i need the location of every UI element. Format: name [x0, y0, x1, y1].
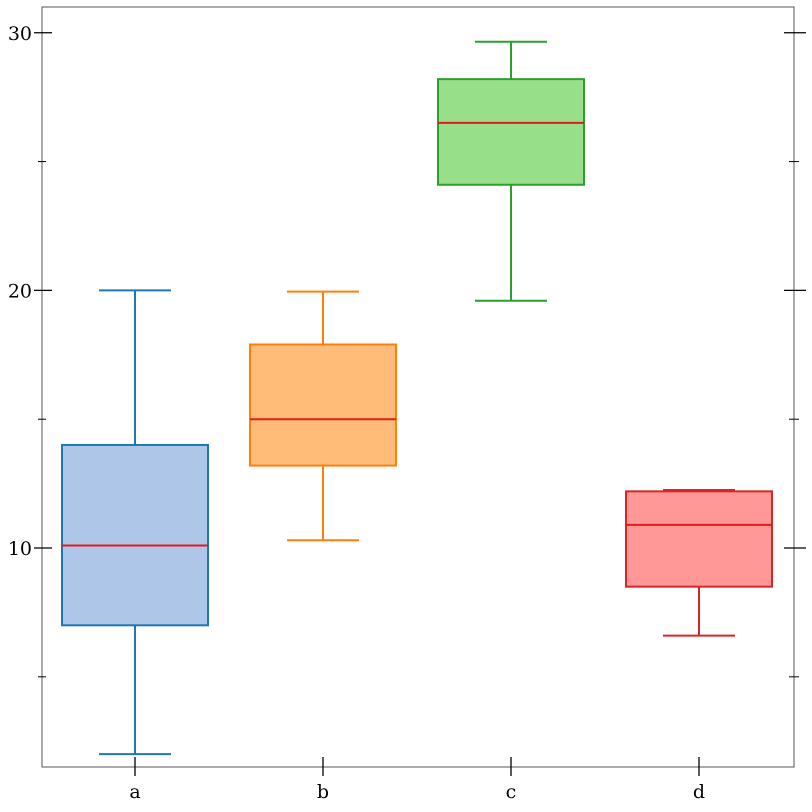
iqr-box	[61, 443, 209, 627]
y-tick-label: 10	[8, 538, 32, 560]
plot-frame	[41, 6, 795, 768]
x-axis: a b c d	[129, 757, 705, 803]
y-tick-label: 20	[8, 280, 32, 302]
box-b	[249, 290, 397, 542]
box-series	[61, 40, 773, 756]
box-a	[61, 289, 209, 756]
box-d	[625, 489, 773, 637]
box-c	[437, 40, 585, 302]
iqr-box	[625, 490, 773, 588]
x-tick-label: c	[506, 781, 517, 803]
y-tick-label: 30	[8, 23, 32, 45]
x-tick-label: d	[693, 781, 705, 803]
y-axis: 10 20 30	[8, 23, 806, 678]
x-tick-label: a	[129, 781, 140, 803]
iqr-box	[437, 78, 585, 186]
x-tick-label: b	[317, 781, 329, 803]
iqr-box	[249, 343, 397, 467]
